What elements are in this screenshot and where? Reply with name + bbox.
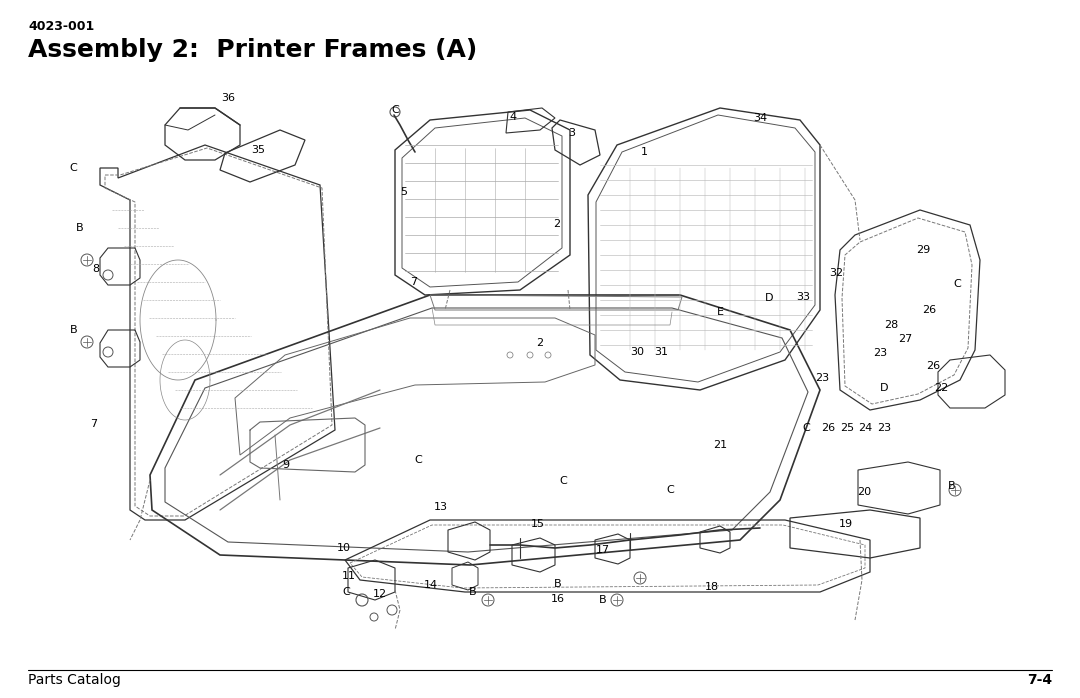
Text: C: C [414, 455, 422, 465]
Text: 23: 23 [873, 348, 887, 358]
Text: 7-4: 7-4 [1027, 673, 1052, 687]
Text: C: C [559, 476, 567, 486]
Text: 15: 15 [531, 519, 545, 529]
Text: 28: 28 [883, 320, 899, 330]
Text: C: C [666, 485, 674, 495]
Text: 23: 23 [877, 423, 891, 433]
Text: B: B [599, 595, 607, 605]
Text: 3: 3 [568, 128, 576, 138]
Text: 16: 16 [551, 594, 565, 604]
Text: C: C [802, 423, 810, 433]
Text: 20: 20 [856, 487, 872, 497]
Text: D: D [880, 383, 888, 393]
Text: 27: 27 [897, 334, 913, 344]
Text: B: B [77, 223, 84, 233]
Text: 29: 29 [916, 245, 930, 255]
Text: 19: 19 [839, 519, 853, 529]
Text: 2: 2 [553, 219, 561, 229]
Text: B: B [469, 587, 476, 597]
Text: Parts Catalog: Parts Catalog [28, 673, 121, 687]
Text: 32: 32 [829, 268, 843, 278]
Text: 14: 14 [424, 580, 438, 590]
Text: 8: 8 [93, 264, 99, 274]
Text: C: C [954, 279, 961, 289]
Text: 4: 4 [510, 112, 516, 122]
Text: 36: 36 [221, 93, 235, 103]
Text: 24: 24 [858, 423, 873, 433]
Text: Assembly 2:  Printer Frames (A): Assembly 2: Printer Frames (A) [28, 38, 477, 62]
Text: 7: 7 [410, 277, 418, 287]
Text: 13: 13 [434, 502, 448, 512]
Text: 30: 30 [630, 347, 644, 357]
Text: B: B [948, 481, 956, 491]
Text: 34: 34 [753, 113, 767, 123]
Text: 4023-001: 4023-001 [28, 20, 94, 33]
Text: 12: 12 [373, 589, 387, 599]
Text: 31: 31 [654, 347, 669, 357]
Text: 1: 1 [640, 147, 648, 157]
Text: 25: 25 [840, 423, 854, 433]
Text: 26: 26 [922, 305, 936, 315]
Text: 22: 22 [934, 383, 948, 393]
Text: 10: 10 [337, 543, 351, 553]
Text: 23: 23 [815, 373, 829, 383]
Text: 35: 35 [251, 145, 265, 155]
Text: 18: 18 [705, 582, 719, 592]
Text: C: C [69, 163, 77, 173]
Text: C: C [342, 587, 350, 597]
Text: 33: 33 [796, 292, 810, 302]
Text: 21: 21 [713, 440, 727, 450]
Text: B: B [70, 325, 78, 335]
Text: 17: 17 [596, 545, 610, 555]
Text: D: D [765, 293, 773, 303]
Text: 2: 2 [537, 338, 543, 348]
Text: 7: 7 [91, 419, 97, 429]
Text: 26: 26 [821, 423, 835, 433]
Text: 5: 5 [401, 187, 407, 197]
Text: E: E [716, 307, 724, 317]
Text: 11: 11 [342, 571, 356, 581]
Text: C: C [391, 105, 399, 115]
Text: B: B [554, 579, 562, 589]
Text: 9: 9 [283, 460, 289, 470]
Text: 26: 26 [926, 361, 940, 371]
